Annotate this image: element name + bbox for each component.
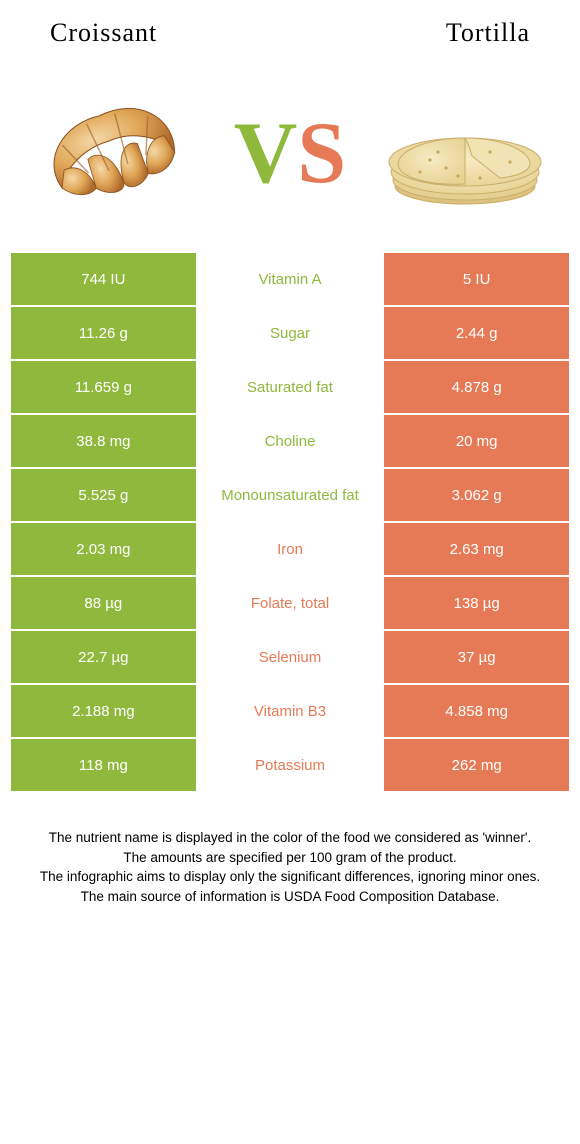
right-value-cell: 20 mg: [383, 414, 570, 468]
right-food-title: Tortilla: [446, 18, 530, 48]
right-value-cell: 262 mg: [383, 738, 570, 792]
croissant-icon: [30, 78, 200, 228]
left-food-title: Croissant: [50, 18, 157, 48]
footer-line: The main source of information is USDA F…: [30, 887, 550, 907]
nutrient-label-cell: Folate, total: [197, 576, 384, 630]
left-value-cell: 5.525 g: [10, 468, 197, 522]
nutrient-label-cell: Monounsaturated fat: [197, 468, 384, 522]
left-value-cell: 118 mg: [10, 738, 197, 792]
table-row: 11.26 gSugar2.44 g: [10, 306, 570, 360]
right-value-cell: 2.63 mg: [383, 522, 570, 576]
nutrient-label-cell: Vitamin A: [197, 252, 384, 306]
table-row: 22.7 µgSelenium37 µg: [10, 630, 570, 684]
vs-letter-s: S: [297, 103, 346, 204]
titles-row: Croissant Tortilla: [0, 0, 580, 54]
nutrient-label-cell: Sugar: [197, 306, 384, 360]
right-value-cell: 138 µg: [383, 576, 570, 630]
table-row: 2.03 mgIron2.63 mg: [10, 522, 570, 576]
right-value-cell: 4.878 g: [383, 360, 570, 414]
table-row: 38.8 mgCholine20 mg: [10, 414, 570, 468]
nutrient-label-cell: Saturated fat: [197, 360, 384, 414]
nutrient-label-cell: Choline: [197, 414, 384, 468]
right-value-cell: 3.062 g: [383, 468, 570, 522]
nutrition-table: 744 IUVitamin A5 IU11.26 gSugar2.44 g11.…: [10, 252, 570, 792]
nutrient-label-cell: Selenium: [197, 630, 384, 684]
footer-line: The infographic aims to display only the…: [30, 867, 550, 887]
nutrient-label-cell: Iron: [197, 522, 384, 576]
footer-line: The amounts are specified per 100 gram o…: [30, 848, 550, 868]
table-row: 744 IUVitamin A5 IU: [10, 252, 570, 306]
left-value-cell: 22.7 µg: [10, 630, 197, 684]
right-value-cell: 37 µg: [383, 630, 570, 684]
table-row: 118 mgPotassium262 mg: [10, 738, 570, 792]
left-value-cell: 11.26 g: [10, 306, 197, 360]
left-value-cell: 88 µg: [10, 576, 197, 630]
images-row: V S: [0, 54, 580, 252]
vs-letter-v: V: [234, 103, 298, 204]
nutrient-label-cell: Vitamin B3: [197, 684, 384, 738]
table-row: 88 µgFolate, total138 µg: [10, 576, 570, 630]
right-value-cell: 5 IU: [383, 252, 570, 306]
left-value-cell: 38.8 mg: [10, 414, 197, 468]
right-value-cell: 4.858 mg: [383, 684, 570, 738]
left-value-cell: 2.03 mg: [10, 522, 197, 576]
vs-icon: V S: [234, 103, 347, 204]
tortilla-icon: [380, 78, 550, 228]
table-row: 11.659 gSaturated fat4.878 g: [10, 360, 570, 414]
nutrient-label-cell: Potassium: [197, 738, 384, 792]
right-value-cell: 2.44 g: [383, 306, 570, 360]
left-value-cell: 744 IU: [10, 252, 197, 306]
footer-notes: The nutrient name is displayed in the co…: [30, 828, 550, 906]
left-value-cell: 11.659 g: [10, 360, 197, 414]
table-row: 2.188 mgVitamin B34.858 mg: [10, 684, 570, 738]
footer-line: The nutrient name is displayed in the co…: [30, 828, 550, 848]
left-value-cell: 2.188 mg: [10, 684, 197, 738]
table-row: 5.525 gMonounsaturated fat3.062 g: [10, 468, 570, 522]
infographic-root: Croissant Tortilla: [0, 0, 580, 906]
